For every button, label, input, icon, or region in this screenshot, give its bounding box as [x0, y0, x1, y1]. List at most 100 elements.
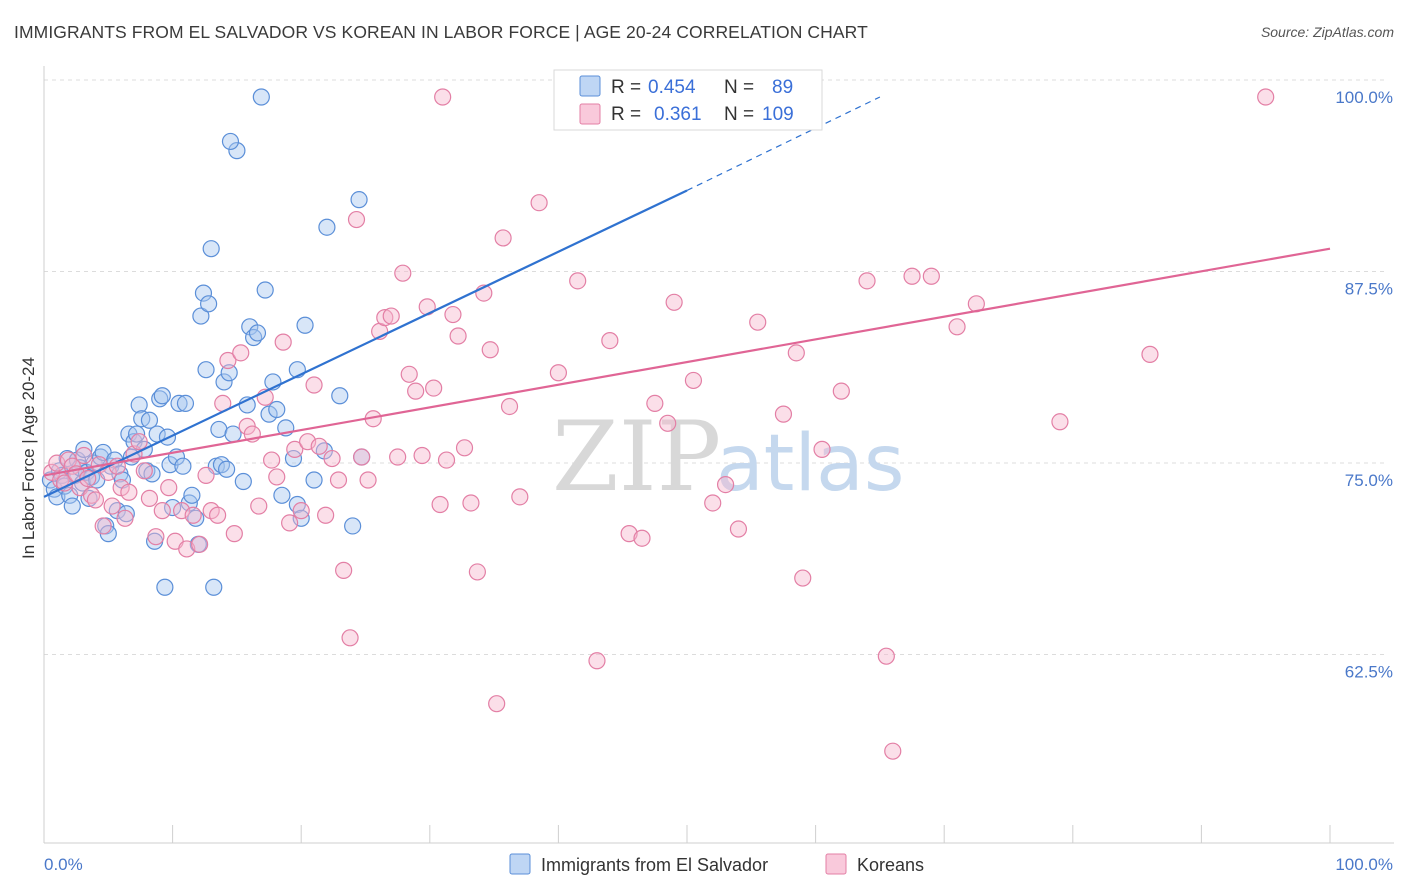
el-salvador-point-13: [75, 440, 93, 458]
koreans-point-50: [305, 376, 323, 394]
koreans-point-11: [86, 491, 105, 509]
source-label: Source: ZipAtlas.com: [1260, 24, 1394, 40]
koreans-point-111: [1051, 413, 1069, 431]
koreans-point-108: [922, 267, 940, 285]
el-salvador-point-73: [248, 324, 267, 342]
axes: [43, 66, 1394, 844]
el-salvador-point-46: [164, 498, 182, 517]
koreans-point-8: [75, 446, 93, 465]
legend-swatch-el-salvador: [579, 75, 601, 97]
legend-r-label-0: R =: [611, 77, 641, 98]
koreans-point-59: [359, 471, 377, 489]
koreans-point-65: [394, 264, 412, 282]
x-tick-labels: 0.0% 100.0%: [44, 855, 1393, 874]
koreans-point-56: [341, 629, 359, 647]
grid-lines: [44, 79, 1384, 655]
koreans-point-83: [511, 488, 529, 506]
koreans-point-92: [659, 414, 677, 432]
koreans-point-97: [729, 520, 748, 538]
koreans-point-15: [103, 497, 121, 515]
koreans-point-29: [178, 540, 196, 558]
koreans-point-71: [431, 495, 449, 514]
watermark-atlas: atlas: [716, 419, 905, 509]
koreans-point-43: [263, 451, 281, 469]
el-salvador-point-37: [140, 411, 159, 429]
y-tick-label-3: 62.5%: [1345, 663, 1393, 682]
koreans-point-70: [425, 379, 443, 397]
el-salvador-point-79: [273, 486, 291, 504]
el-salvador-point-49: [174, 457, 192, 475]
koreans-point-114: [434, 88, 452, 106]
koreans-point-68: [413, 446, 431, 465]
el-salvador-point-67: [224, 425, 242, 443]
el-salvador-point-8: [63, 497, 81, 515]
koreans-point-88: [601, 331, 619, 350]
koreans-point-96: [716, 475, 735, 494]
el-salvador-point-60: [205, 578, 223, 596]
koreans-point-87: [588, 652, 606, 670]
koreans-point-48: [292, 502, 310, 520]
koreans-point-101: [794, 569, 812, 587]
el-salvador-point-89: [350, 191, 368, 209]
el-salvador-point-58: [200, 295, 218, 313]
koreans-point-81: [494, 229, 512, 247]
el-salvador-point-62: [210, 420, 228, 439]
trend-line-el-salvador-extension: [686, 96, 881, 191]
watermark-zip: ZIP: [552, 401, 721, 513]
watermark: ZIP atlas: [552, 401, 905, 513]
koreans-point-86: [569, 272, 587, 290]
el-salvador-point-50: [176, 394, 195, 412]
trend-line-koreans: [43, 247, 1331, 477]
legend-r-value-0: 0.454: [648, 77, 696, 98]
series-legend: Immigrants from El Salvador Koreans: [509, 853, 924, 875]
el-salvador-point-85: [296, 316, 314, 334]
stats-legend: R = 0.454 N = 89 R = 0.361 N = 109: [553, 69, 823, 131]
y-tick-label-1: 87.5%: [1345, 280, 1393, 299]
el-salvador-point-41: [151, 390, 169, 408]
koreans-point-90: [633, 529, 651, 547]
koreans-point-105: [877, 647, 895, 665]
bottom-legend-label-koreans: Koreans: [857, 855, 924, 875]
el-salvador-point-75: [256, 281, 274, 299]
koreans-point-41: [250, 497, 268, 515]
koreans-point-24: [147, 528, 165, 546]
koreans-point-113: [1257, 88, 1275, 106]
legend-swatch-koreans: [579, 103, 601, 125]
el-salvador-point-65: [218, 460, 236, 478]
koreans-point-94: [684, 371, 703, 390]
koreans-point-22: [135, 462, 153, 480]
koreans-point-77: [468, 563, 486, 581]
koreans-point-53: [323, 449, 341, 468]
koreans-point-21: [130, 433, 148, 451]
koreans-point-99: [774, 405, 793, 423]
koreans-point-104: [858, 272, 876, 290]
el-salvador-point-33: [130, 396, 148, 414]
koreans-point-103: [832, 382, 850, 400]
legend-n-label-0: N =: [724, 77, 754, 98]
y-tick-label-2: 75.0%: [1345, 471, 1393, 490]
el-salvador-point-57: [197, 361, 215, 379]
el-salvador-point-87: [344, 517, 362, 535]
koreans-point-36: [219, 351, 237, 370]
legend-n-value-1: 109: [762, 104, 794, 125]
koreans-point-63: [382, 307, 400, 325]
koreans-point-80: [488, 695, 506, 713]
el-salvador-point-92: [331, 387, 349, 405]
koreans-point-32: [197, 466, 215, 485]
el-salvador-point-48: [170, 394, 188, 412]
koreans-point-34: [209, 506, 227, 524]
el-salvador-point-66: [220, 364, 238, 382]
el-salvador-point-78: [268, 400, 286, 419]
chart-title: IMMIGRANTS FROM EL SALVADOR VS KOREAN IN…: [14, 22, 868, 42]
koreans-point-54: [329, 471, 348, 489]
x-tick-label-1: 100.0%: [1335, 855, 1393, 874]
koreans-point-38: [232, 344, 250, 362]
koreans-point-52: [317, 506, 335, 524]
trend-line-el-salvador: [43, 189, 688, 498]
koreans-point-44: [268, 468, 286, 486]
koreans-point-106: [884, 742, 902, 760]
el-salvador-point-90: [221, 132, 240, 151]
koreans-point-31: [191, 535, 209, 553]
koreans-point-23: [140, 489, 159, 507]
koreans-point-26: [160, 479, 178, 497]
